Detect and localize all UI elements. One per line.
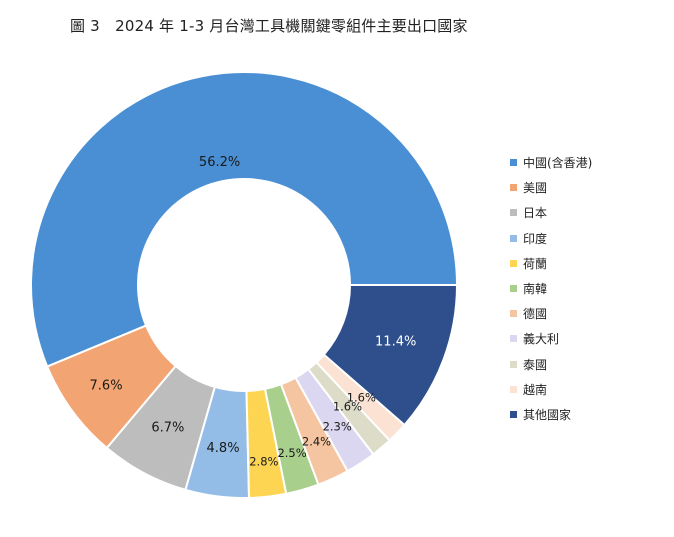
legend-item-7: 德國 bbox=[510, 301, 592, 326]
legend-item-1: 中國(含香港) bbox=[510, 150, 592, 175]
legend-label: 中國(含香港) bbox=[523, 156, 593, 171]
legend-swatch bbox=[510, 234, 517, 242]
legend-item-8: 義大利 bbox=[510, 326, 592, 351]
legend-label: 美國 bbox=[523, 181, 548, 196]
legend-swatch bbox=[510, 385, 517, 393]
legend-label: 印度 bbox=[523, 231, 548, 246]
legend-label: 日本 bbox=[523, 206, 548, 221]
legend-swatch bbox=[510, 159, 517, 167]
legend-label: 荷蘭 bbox=[523, 256, 548, 271]
legend-label: 南韓 bbox=[523, 282, 548, 297]
legend-item-9: 泰國 bbox=[510, 352, 592, 377]
legend-swatch bbox=[510, 310, 517, 318]
data-label-7: 2.4% bbox=[302, 435, 331, 449]
data-label-8: 2.3% bbox=[323, 420, 352, 434]
legend-item-5: 荷蘭 bbox=[510, 251, 592, 276]
data-label-1: 56.2% bbox=[199, 155, 240, 170]
data-labels: 56.2% 7.6% 6.7% 4.8% 2.8%2.5%2.4%2.3% 1.6%1.6… bbox=[90, 155, 417, 468]
legend-swatch bbox=[510, 259, 517, 267]
legend-item-3: 日本 bbox=[510, 200, 592, 225]
data-label-9: 1.6% bbox=[333, 400, 362, 414]
chart-title: 圖 3 2024 年 1-3 月台灣工具機關鍵零組件主要出口國家 bbox=[70, 17, 468, 35]
legend-item-6: 南韓 bbox=[510, 276, 592, 301]
legend-item-2: 美國 bbox=[510, 175, 592, 200]
legend-swatch bbox=[510, 335, 517, 343]
donut-slice-1 bbox=[30, 71, 459, 368]
legend-swatch bbox=[510, 410, 517, 418]
donut-slices bbox=[30, 71, 459, 499]
legend-item-11: 其他國家 bbox=[510, 402, 592, 427]
data-label-2: 7.6% bbox=[90, 379, 123, 394]
data-label-11: 11.4% bbox=[375, 334, 416, 349]
legend-label: 義大利 bbox=[523, 332, 560, 347]
legend-swatch bbox=[510, 360, 517, 368]
legend-label: 越南 bbox=[523, 382, 548, 397]
data-label-6: 2.5% bbox=[277, 446, 306, 460]
data-label-10: 1.6% bbox=[347, 391, 376, 405]
data-label-3: 6.7% bbox=[151, 421, 184, 436]
legend-label: 泰國 bbox=[523, 357, 548, 372]
donut-slice-11 bbox=[322, 284, 459, 427]
legend-swatch bbox=[510, 285, 517, 293]
legend-swatch bbox=[510, 184, 517, 192]
legend-item-10: 越南 bbox=[510, 377, 592, 402]
data-label-4: 4.8% bbox=[207, 441, 240, 456]
legend: 中國(含香港) 美國日本印度荷蘭南韓德國義大利泰國越南其他國家 bbox=[510, 150, 592, 427]
data-label-5: 2.8% bbox=[249, 454, 278, 468]
legend-swatch bbox=[510, 209, 517, 217]
legend-item-4: 印度 bbox=[510, 226, 592, 251]
legend-label: 德國 bbox=[523, 307, 548, 322]
legend-label: 其他國家 bbox=[523, 407, 572, 422]
